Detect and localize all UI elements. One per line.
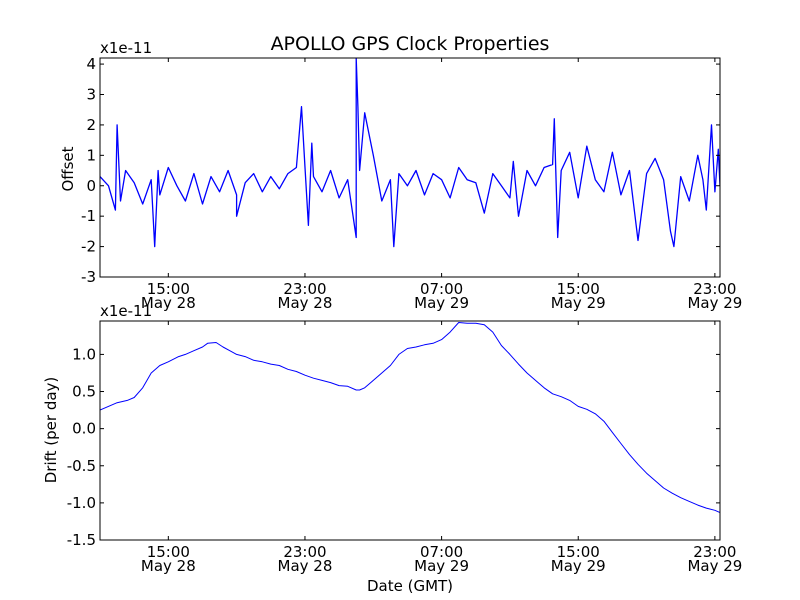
offset-y-tick-label: 4: [86, 55, 96, 73]
drift-x-tick-time-label: 15:00: [557, 543, 600, 561]
offset-x-tick-date-label: May 29: [551, 294, 606, 312]
drift-x-tick-date-label: May 29: [551, 557, 606, 575]
drift-y-axis-label: Drift (per day): [42, 377, 60, 484]
offset-y-tick-label: -3: [81, 268, 96, 286]
offset-x-tick-time-label: 23:00: [693, 280, 736, 298]
drift-y-tick-label: -1.5: [67, 531, 96, 549]
offset-x-tick-date-label: May 28: [141, 294, 196, 312]
drift-x-tick-time-label: 23:00: [283, 543, 326, 561]
offset-scale-label: x1e-11: [100, 39, 152, 57]
drift-x-tick-date-label: May 29: [414, 557, 469, 575]
offset-y-tick-label: 0: [86, 177, 96, 195]
offset-x-tick-time-label: 23:00: [283, 280, 326, 298]
offset-y-tick-label: 3: [86, 86, 96, 104]
offset-x-tick-date-label: May 28: [278, 294, 333, 312]
drift-x-tick-date-label: May 29: [687, 557, 742, 575]
drift-x-tick-time-label: 07:00: [420, 543, 463, 561]
offset-x-tick-time-label: 15:00: [147, 280, 190, 298]
offset-y-tick-label: 2: [86, 116, 96, 134]
drift-x-tick-date-label: May 28: [278, 557, 333, 575]
drift-x-tick-time-label: 15:00: [147, 543, 190, 561]
drift-y-tick-label: 1.0: [72, 345, 96, 363]
drift-y-tick-label: -0.5: [67, 457, 96, 475]
offset-y-tick-label: -1: [81, 207, 96, 225]
offset-x-tick-time-label: 15:00: [557, 280, 600, 298]
offset-y-tick-label: 1: [86, 146, 96, 164]
offset-x-tick-time-label: 07:00: [420, 280, 463, 298]
offset-x-tick-date-label: May 29: [414, 294, 469, 312]
drift-y-tick-label: -1.0: [67, 494, 96, 512]
offset-x-tick-date-label: May 29: [687, 294, 742, 312]
drift-axes-frame: [99, 320, 721, 541]
offset-axes-frame: [99, 57, 721, 278]
offset-series-line: [100, 58, 720, 248]
drift-series-line: [100, 322, 720, 513]
drift-x-tick-time-label: 23:00: [693, 543, 736, 561]
drift-x-tick-date-label: May 28: [141, 557, 196, 575]
x-axis-label: Date (GMT): [367, 577, 453, 595]
offset-y-tick-label: -2: [81, 238, 96, 256]
drift-scale-label: x1e-11: [100, 302, 152, 320]
drift-y-tick-label: 0.0: [72, 420, 96, 438]
offset-y-axis-label: Offset: [59, 146, 77, 191]
drift-y-tick-label: 0.5: [72, 383, 96, 401]
chart-title: APOLLO GPS Clock Properties: [271, 33, 550, 55]
